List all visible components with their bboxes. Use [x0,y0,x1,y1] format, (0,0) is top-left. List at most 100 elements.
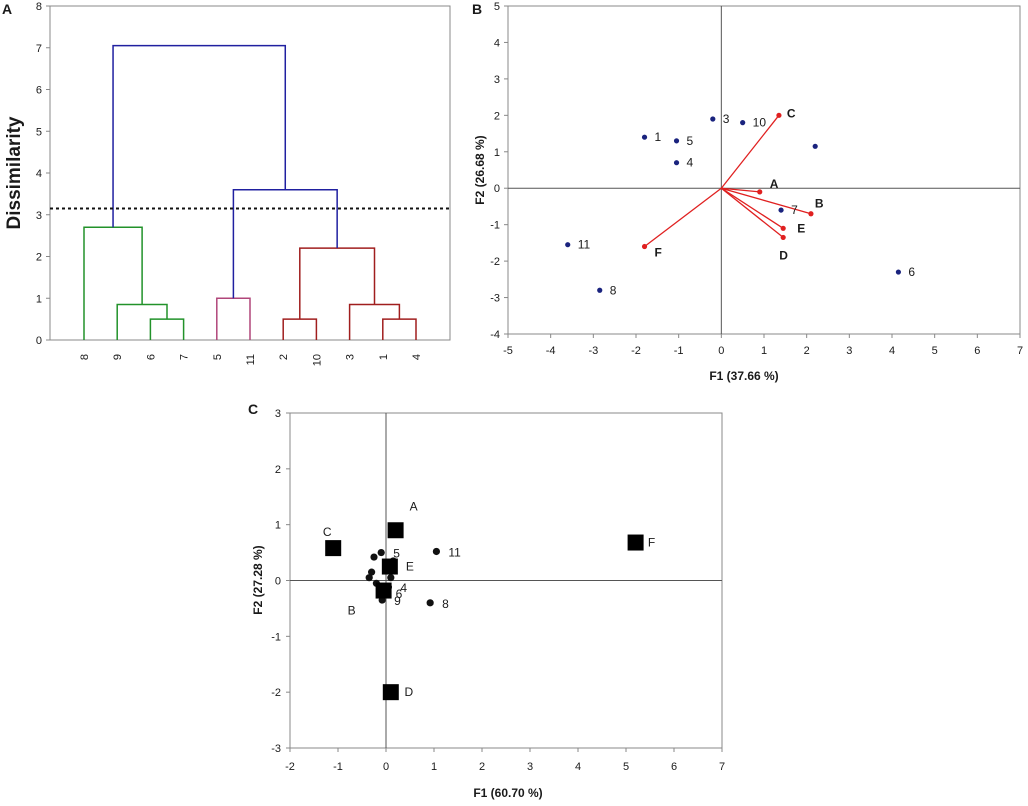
panel-c-samples: 5 469 11 8 [365,545,461,611]
panel-b-xlabel: F1 (37.66 %) [709,369,778,383]
panel-b-y-ticks: -4 -3 -2 -1 0 1 2 3 4 5 [490,1,508,341]
panel-c-scatter: C -2 -1 0 1 2 3 4 5 6 7 -3 -2 -1 0 1 2 3 F1 (60.70 %) F… [248,401,725,800]
panel-b-ytick-label: 5 [494,1,500,13]
panel-a-ytick-label: 1 [36,293,42,305]
panel-a-ylabel: Dissimilarity [4,116,25,229]
panel-b-xtick-label: 2 [804,345,810,357]
panel-c-xtick-label: -2 [285,761,295,773]
panel-c-xtick-label: 0 [383,761,389,773]
panel-b-xtick-label: 0 [718,345,724,357]
panel-c-ylabel: F2 (27.28 %) [251,545,265,614]
panel-c-sample-point [387,574,395,582]
panel-b-vector-tip [757,189,763,195]
panel-a-frame [49,5,451,341]
panel-c-attribute-square [375,582,392,599]
panel-a-link [216,297,251,340]
panel-a-ytick-label: 0 [36,335,42,347]
panel-b-vector-tip [808,211,814,217]
panel-b-point [778,207,784,213]
panel-b-x-ticks: -5 -4 -3 -2 -1 0 1 2 3 4 5 6 7 [503,334,1023,357]
panel-a-leaf-labels: 8 9 6 7 5 11 2 10 3 1 4 [79,354,423,366]
panel-c-ytick-label: -3 [271,743,281,755]
panel-b-xtick-label: 3 [846,345,852,357]
panel-b-point-label: 11 [578,238,591,252]
panel-a-dendrogram: A Dissimilarity 0 1 2 3 4 5 6 7 8 8 9 6 7 5 11 2 10 3 1 4 [2,1,451,366]
panel-a-leaf-label: 3 [345,354,357,360]
panel-a-ytick-label: 8 [36,1,42,13]
panel-b-ytick-label: -4 [490,329,500,341]
panel-b-frame [507,5,1021,335]
panel-c-xtick-label: 1 [431,761,437,773]
panel-a-ytick-label: 2 [36,252,42,264]
panel-b-vector [720,187,784,229]
panel-a-y-ticks: 0 1 2 3 4 5 6 7 8 [36,1,50,347]
panel-c-attribute-label: B [348,604,356,618]
panel-b-point [812,143,818,149]
panel-b-ytick-label: 3 [494,74,500,86]
panel-b-vector-label: E [797,221,805,235]
panel-a-leaf-label: 8 [79,354,91,360]
panel-b-ylabel: F2 (26.68 %) [473,135,487,204]
panel-b-ytick-label: 1 [494,147,500,159]
panel-c-xlabel: F1 (60.70 %) [473,786,542,800]
panel-c-xtick-label: 3 [527,761,533,773]
panel-a-leaf-label: 5 [212,354,224,360]
panel-b-vector-tip [780,225,786,231]
panel-b-vector [720,187,784,238]
panel-a-ytick-label: 7 [36,43,42,55]
panel-c-sample-point [370,553,378,561]
panel-b-vector-label: A [770,177,779,191]
panel-c-x-ticks: -2 -1 0 1 2 3 4 5 6 7 [285,748,725,773]
panel-c-xtick-label: -1 [333,761,343,773]
panel-b-vector-tip [780,234,786,241]
panel-c-attribute-label: F [648,536,655,550]
panel-b-vector-label: D [779,248,788,262]
panel-c-attribute-label: D [404,685,413,699]
panel-a-link [282,318,318,340]
panel-c-xtick-label: 6 [671,761,677,773]
panel-b-ytick-label: -1 [490,220,500,232]
panel-a-link [83,226,143,340]
panel-b-point-label: 3 [723,112,730,126]
panel-c-attribute-square [387,522,404,539]
panel-b-point-label: 10 [753,116,767,130]
panel-b-xtick-label: 7 [1017,345,1023,357]
panel-b-ytick-label: -3 [490,293,500,305]
panel-b-vector [644,187,722,248]
panel-b-point [895,269,902,275]
panel-b-xtick-label: -4 [546,345,556,357]
panel-c-attribute-label: E [406,560,414,574]
panel-b-point-label: 8 [610,283,617,297]
panel-b-vector-tip [641,243,648,250]
panel-c-attribute-square [382,684,399,701]
panel-a-ytick-label: 3 [36,210,42,222]
panel-c-sample-label: 8 [442,597,449,611]
panel-c-ytick-label: 0 [275,576,281,588]
panel-b-ytick-label: -2 [490,256,500,268]
panel-a-link [382,318,417,340]
panel-a-leaf-label: 2 [278,354,290,360]
panel-a-link [299,247,376,320]
panel-b-xtick-label: -1 [674,345,684,357]
panel-b-xtick-label: -3 [588,345,598,357]
panel-a-leaf-label: 6 [145,354,157,360]
panel-a-leaf-label: 7 [179,354,191,360]
panel-a-ytick-label: 5 [36,126,42,138]
panel-a-label: A [2,1,12,17]
panel-c-ytick-label: 2 [275,464,281,476]
panel-c-sample-label: 9 [394,594,401,608]
panel-a-leaf-label: 11 [245,354,257,365]
panel-a-link [116,303,168,340]
panel-b-vector [721,187,760,193]
panel-a-ytick-label: 4 [36,168,42,180]
panel-c-sample-label: 11 [448,545,461,559]
panel-a-link [232,188,338,299]
panel-a-leaf-label: 10 [311,354,323,366]
panel-b-ytick-label: 4 [494,37,500,49]
panel-b-vector [721,187,812,215]
panel-b-xtick-label: 6 [974,345,980,357]
panel-b-vector-label: B [815,197,824,211]
panel-a-link [348,303,401,340]
